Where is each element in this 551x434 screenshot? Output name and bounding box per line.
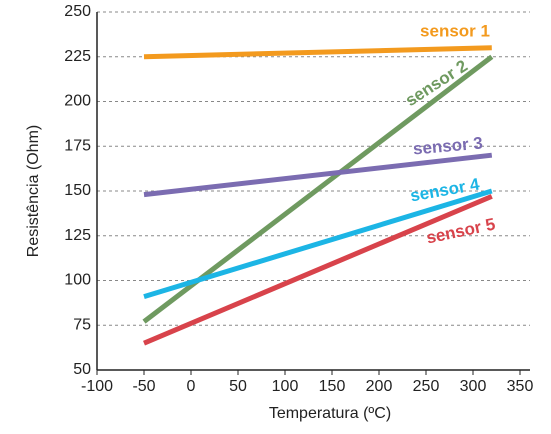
series-label: sensor 1 <box>420 21 490 40</box>
y-tick-label: 200 <box>64 93 91 110</box>
y-tick-label: 125 <box>64 227 91 244</box>
series-line <box>143 188 493 300</box>
y-tick-label: 225 <box>64 48 91 65</box>
series-label: sensor 3 <box>412 133 483 158</box>
y-tick-label: 150 <box>64 182 91 199</box>
x-tick-label: 150 <box>319 378 346 395</box>
y-tick-label: 50 <box>73 361 91 378</box>
y-tick-label: 250 <box>64 3 91 20</box>
x-tick-label: 200 <box>366 378 393 395</box>
x-tick-label: 300 <box>460 378 487 395</box>
series-line <box>143 45 492 60</box>
x-tick-label: -100 <box>81 378 113 395</box>
x-tick-label: 350 <box>507 378 534 395</box>
y-axis-label: Resistência (Ohm) <box>25 125 42 257</box>
x-tick-label: -50 <box>132 378 155 395</box>
x-tick-label: 50 <box>229 378 247 395</box>
series-label: sensor 4 <box>409 174 482 205</box>
y-tick-label: 100 <box>64 272 91 289</box>
x-tick-label: 250 <box>413 378 440 395</box>
series-line <box>143 194 493 346</box>
x-axis-label: Temperatura (ºC) <box>269 405 391 422</box>
series-line <box>143 152 493 198</box>
x-tick-label: 100 <box>272 378 299 395</box>
x-tick-label: 0 <box>187 378 196 395</box>
y-tick-label: 175 <box>64 137 91 154</box>
y-tick-label: 75 <box>73 316 91 333</box>
